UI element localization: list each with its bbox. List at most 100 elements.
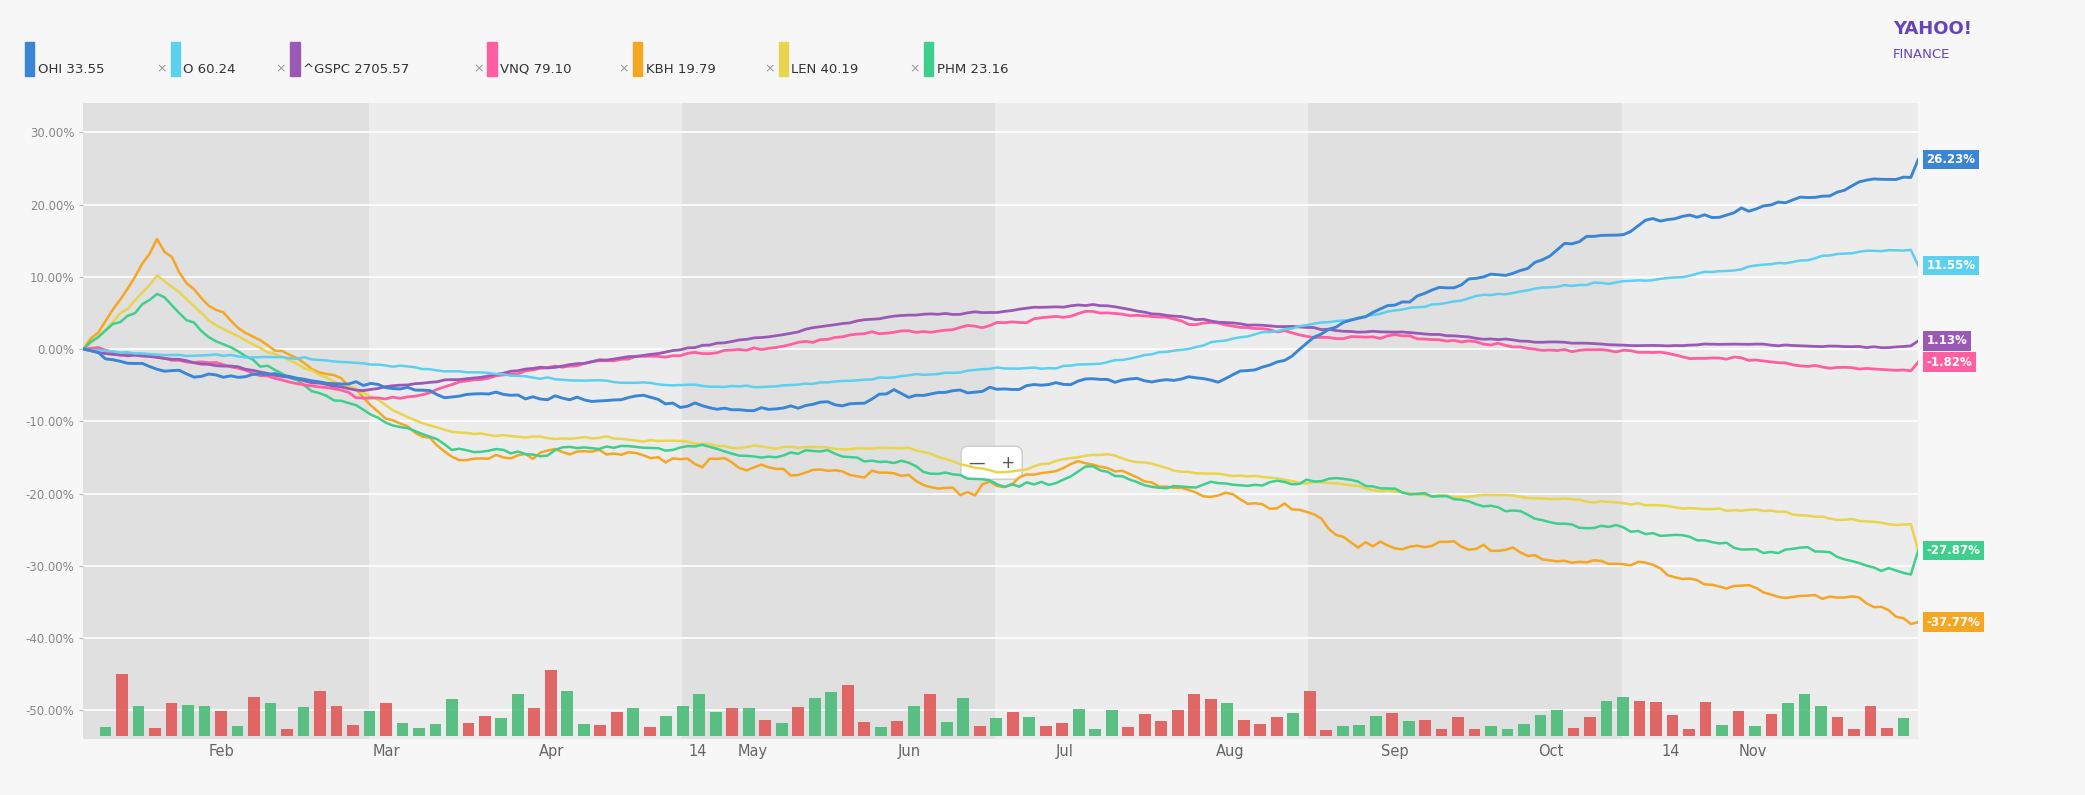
Bar bbox=[544, 670, 557, 735]
Bar bbox=[1105, 710, 1118, 735]
Bar bbox=[1585, 717, 1595, 735]
Bar bbox=[1172, 710, 1184, 735]
Bar bbox=[446, 700, 459, 735]
Bar bbox=[957, 697, 970, 735]
Bar bbox=[1601, 700, 1612, 735]
Bar bbox=[430, 723, 442, 735]
Bar bbox=[1622, 103, 1927, 739]
Bar bbox=[907, 706, 919, 735]
Text: ×: × bbox=[763, 63, 774, 76]
Text: ×: × bbox=[619, 63, 630, 76]
Bar bbox=[561, 692, 573, 735]
Bar bbox=[1040, 727, 1051, 735]
Text: OHI 33.55: OHI 33.55 bbox=[38, 63, 104, 76]
Text: LEN 40.19: LEN 40.19 bbox=[790, 63, 859, 76]
Bar bbox=[1270, 716, 1282, 735]
Bar bbox=[842, 684, 853, 735]
Bar bbox=[859, 722, 869, 735]
Bar bbox=[628, 708, 640, 735]
Bar bbox=[995, 103, 1309, 739]
Text: ^GSPC 2705.57: ^GSPC 2705.57 bbox=[302, 63, 409, 76]
Bar bbox=[1403, 721, 1414, 735]
Bar bbox=[1320, 730, 1332, 735]
Bar bbox=[1468, 729, 1480, 735]
Bar bbox=[1205, 699, 1216, 735]
Bar bbox=[298, 707, 309, 735]
Bar bbox=[678, 706, 688, 735]
Bar bbox=[1088, 729, 1101, 735]
Bar bbox=[1286, 713, 1299, 735]
Text: ×: × bbox=[275, 63, 286, 76]
Bar bbox=[463, 723, 473, 735]
Bar bbox=[480, 716, 490, 735]
Bar bbox=[1864, 706, 1876, 735]
Bar bbox=[759, 720, 771, 735]
Bar bbox=[332, 706, 342, 735]
Bar bbox=[513, 694, 523, 735]
Bar bbox=[644, 727, 657, 735]
Bar bbox=[1799, 694, 1810, 735]
Text: ×: × bbox=[156, 63, 167, 76]
Text: -1.82%: -1.82% bbox=[1927, 355, 1972, 369]
Bar bbox=[709, 712, 721, 735]
Text: VNQ 79.10: VNQ 79.10 bbox=[500, 63, 571, 76]
Bar bbox=[231, 726, 244, 735]
Bar bbox=[1897, 718, 1910, 735]
Bar bbox=[369, 103, 682, 739]
Bar bbox=[496, 718, 507, 735]
Bar bbox=[990, 719, 1003, 735]
Bar bbox=[792, 708, 805, 735]
Bar bbox=[117, 674, 127, 735]
Text: -37.77%: -37.77% bbox=[1927, 615, 1981, 629]
Bar bbox=[1451, 717, 1464, 735]
Bar bbox=[1831, 717, 1843, 735]
Bar bbox=[1733, 712, 1745, 735]
Bar bbox=[1138, 714, 1151, 735]
Text: —   +: — + bbox=[970, 454, 1015, 471]
Bar bbox=[1309, 103, 1622, 739]
Bar bbox=[198, 707, 211, 735]
Text: O 60.24: O 60.24 bbox=[183, 63, 236, 76]
Text: 11.55%: 11.55% bbox=[1927, 259, 1977, 272]
Bar bbox=[363, 711, 375, 735]
Bar bbox=[265, 703, 277, 735]
Bar bbox=[413, 727, 425, 735]
Bar bbox=[1057, 723, 1068, 735]
Bar bbox=[661, 716, 671, 735]
Bar bbox=[578, 724, 590, 735]
Bar bbox=[1716, 725, 1728, 735]
Bar bbox=[594, 725, 607, 735]
Bar bbox=[1353, 726, 1366, 735]
Bar bbox=[1783, 703, 1793, 735]
Bar bbox=[1255, 723, 1266, 735]
Bar bbox=[1649, 703, 1662, 735]
Bar bbox=[1485, 726, 1497, 735]
Bar bbox=[133, 706, 144, 735]
Bar bbox=[611, 712, 623, 735]
Bar bbox=[809, 699, 821, 735]
Bar bbox=[1568, 728, 1580, 735]
Bar bbox=[1749, 726, 1762, 735]
Bar bbox=[315, 691, 325, 735]
Bar bbox=[1222, 704, 1232, 735]
Bar bbox=[1666, 715, 1678, 735]
Bar bbox=[215, 712, 227, 735]
Bar bbox=[528, 708, 540, 735]
Bar bbox=[1122, 727, 1134, 735]
Bar bbox=[181, 704, 194, 735]
Text: 1.13%: 1.13% bbox=[1927, 335, 1968, 347]
Bar bbox=[924, 694, 936, 735]
Bar bbox=[248, 697, 261, 735]
Bar bbox=[1501, 729, 1514, 735]
Bar bbox=[1766, 714, 1776, 735]
Bar bbox=[165, 703, 177, 735]
Text: FINANCE: FINANCE bbox=[1893, 48, 1952, 60]
Bar bbox=[1535, 715, 1547, 735]
Bar bbox=[1847, 729, 1860, 735]
Bar bbox=[1074, 709, 1084, 735]
Bar bbox=[1699, 702, 1712, 735]
Text: ×: × bbox=[473, 63, 484, 76]
Bar bbox=[694, 694, 705, 735]
Text: ×: × bbox=[909, 63, 919, 76]
Text: 26.23%: 26.23% bbox=[1927, 153, 1974, 166]
